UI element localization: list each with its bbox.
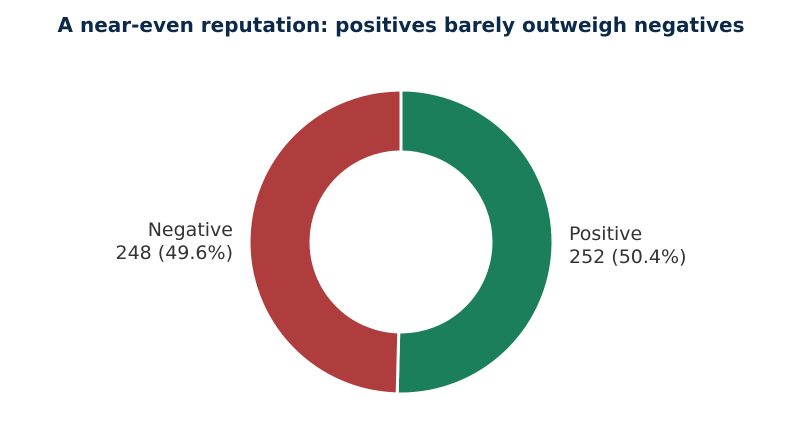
- slice-negative: [247, 88, 403, 396]
- slice-positive: [395, 88, 555, 396]
- label-positive: Positive 252 (50.4%): [569, 223, 687, 268]
- donut-slices: [247, 88, 555, 396]
- label-positive-name: Positive: [569, 223, 642, 245]
- label-negative-detail: 248 (49.6%): [116, 242, 234, 264]
- chart-title: A near-even reputation: positives barely…: [58, 13, 745, 37]
- label-negative: Negative 248 (49.6%): [116, 219, 234, 264]
- label-positive-detail: 252 (50.4%): [569, 246, 687, 268]
- label-negative-name: Negative: [148, 219, 233, 241]
